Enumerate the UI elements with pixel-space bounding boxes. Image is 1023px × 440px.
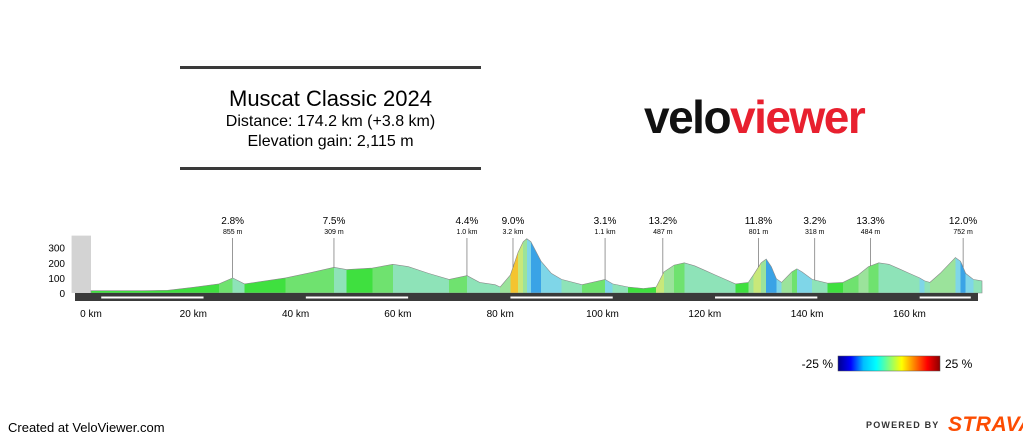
strava-badge: POWERED BY STRAVA — [866, 413, 1023, 437]
elevation-profile-chart: 0 100 200 300 2.8% 855 m 7.5% 309 m 4.4% 1.0 km 9.… — [48, 216, 983, 372]
x-tick-label: 20 km — [180, 309, 207, 320]
y-tick-label: 300 — [48, 244, 65, 255]
climb-gradient-label: 7.5% — [323, 216, 346, 227]
climb-gradient-label: 4.4% — [456, 216, 479, 227]
route-elevation-gain: Elevation gain: 2,115 m — [247, 133, 414, 150]
climb-length-label: 1.1 km — [595, 229, 616, 236]
climb-gradient-label: 3.2% — [803, 216, 826, 227]
veloviewer-logo: veloviewer — [644, 91, 866, 143]
climb-length-label: 487 m — [653, 229, 673, 236]
climb-gradient-label: 9.0% — [502, 216, 525, 227]
route-title: Muscat Classic 2024 — [229, 86, 432, 111]
climb-gradient-label: 12.0% — [949, 216, 977, 227]
y-tick-label: 200 — [48, 259, 65, 270]
gradient-legend-min: -25 % — [802, 357, 834, 371]
x-tick-label: 40 km — [282, 309, 309, 320]
climb-length-label: 801 m — [749, 229, 769, 236]
climb-length-label: 1.0 km — [456, 229, 477, 236]
x-tick-label: 120 km — [688, 309, 721, 320]
climb-gradient-label: 11.8% — [745, 216, 773, 227]
created-at-text: Created at VeloViewer.com — [8, 420, 165, 435]
climb-gradient-label: 2.8% — [221, 216, 244, 227]
x-tick-label: 0 km — [80, 309, 102, 320]
y-tick-label: 100 — [48, 274, 65, 285]
pre-start-block — [71, 235, 91, 293]
km-dash — [715, 296, 818, 299]
x-tick-label: 160 km — [893, 309, 926, 320]
climb-length-label: 484 m — [861, 229, 881, 236]
x-tick-label: 80 km — [487, 309, 514, 320]
climb-length-label: 318 m — [805, 229, 825, 236]
climb-length-label: 309 m — [324, 229, 344, 236]
y-tick-label: 0 — [59, 289, 65, 300]
climb-length-label: 752 m — [953, 229, 973, 236]
climb-length-label: 855 m — [223, 229, 243, 236]
gradient-legend-max: 25 % — [945, 357, 973, 371]
route-distance: Distance: 174.2 km (+3.8 km) — [225, 113, 436, 130]
logo-velo: velo — [644, 91, 732, 143]
title-top-rule — [180, 66, 481, 69]
x-tick-label: 140 km — [791, 309, 824, 320]
powered-by-text: POWERED BY — [866, 420, 940, 430]
title-box: Muscat Classic 2024 Distance: 174.2 km (… — [180, 66, 481, 172]
climb-length-label: 3.2 km — [502, 229, 523, 236]
km-dash — [919, 296, 971, 299]
strava-logo: STRAVA — [947, 413, 1023, 436]
gradient-legend-bar — [837, 355, 941, 372]
climb-gradient-label: 13.2% — [649, 216, 677, 227]
km-dash — [510, 296, 613, 299]
x-tick-label: 60 km — [384, 309, 411, 320]
logo-viewer: viewer — [730, 91, 866, 143]
elevation-profile-area — [90, 238, 983, 294]
x-tick-label: 100 km — [586, 309, 619, 320]
climb-gradient-label: 3.1% — [594, 216, 617, 227]
title-bottom-rule — [180, 167, 481, 170]
km-dash — [305, 296, 409, 299]
km-dash — [101, 296, 204, 299]
climb-gradient-label: 13.3% — [856, 216, 884, 227]
